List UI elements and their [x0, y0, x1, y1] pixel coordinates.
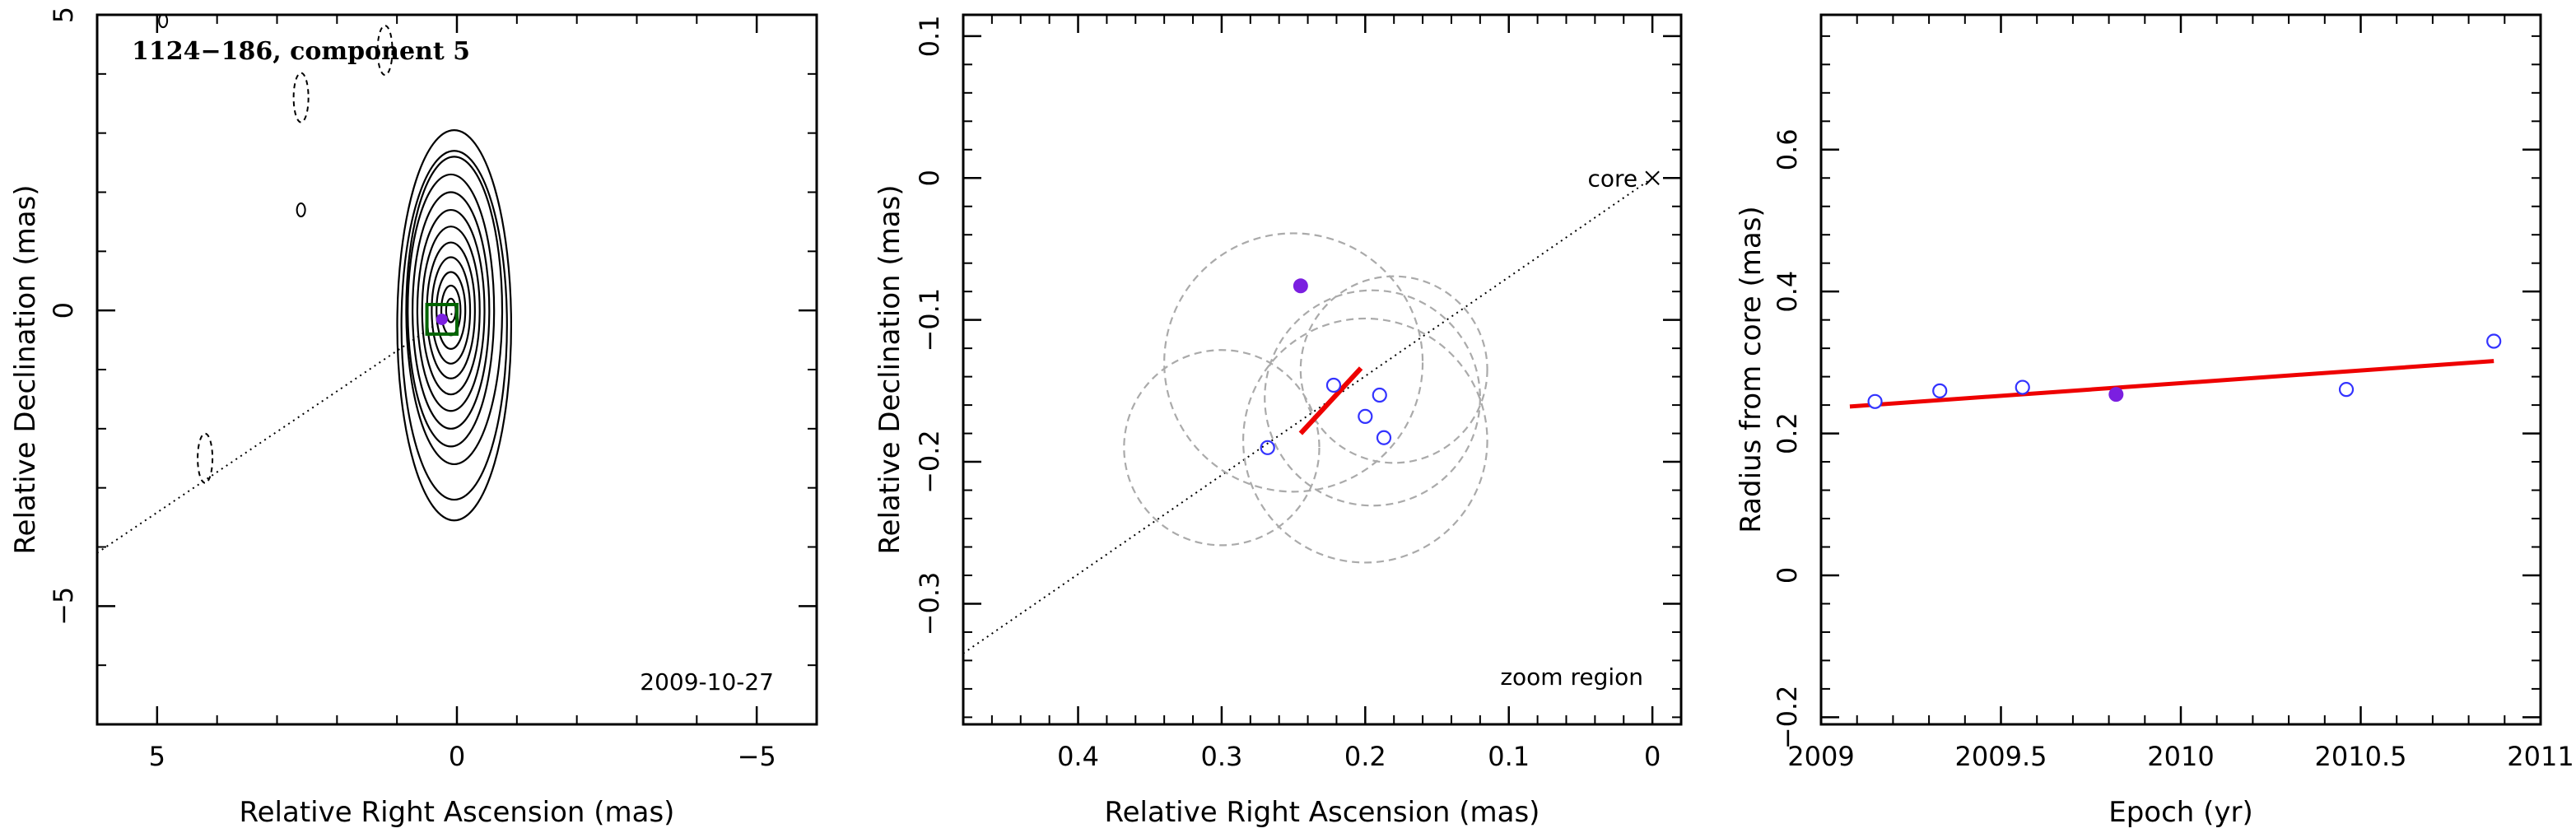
y-axis-title: Relative Declination (mas) [873, 184, 906, 554]
fit-line [1298, 366, 1363, 435]
data-point [1260, 440, 1275, 455]
y-tick-label: −0.2 [1772, 686, 1803, 750]
data-point [1325, 377, 1342, 393]
x-tick-label: 0.4 [1057, 741, 1099, 772]
data-point [1358, 408, 1373, 424]
error-circle [1163, 232, 1424, 493]
x-tick-label: 0.1 [1488, 741, 1530, 772]
contour-level [400, 150, 508, 501]
data-point [1932, 383, 1948, 398]
date-label: 2009-10-27 [640, 668, 774, 696]
data-point [2338, 382, 2355, 398]
small-contour [158, 15, 169, 29]
axis-ticks: 5 0 −5 5 0 −5 [48, 7, 817, 772]
contour-map-panel: 5 0 −5 5 0 −5 1124−186, component 5 2009-10-2… [9, 7, 818, 829]
map-title: 1124−186, component 5 [132, 37, 470, 66]
x-tick-label: 0 [449, 741, 465, 772]
contour-level [431, 256, 472, 365]
x-axis-title: Relative Right Ascension (mas) [1105, 796, 1540, 829]
y-tick-label: −0.1 [914, 288, 945, 352]
highlighted-point [1293, 278, 1308, 294]
zoom-plot-area [963, 177, 1653, 654]
x-tick-label: 2009.5 [1955, 741, 2047, 772]
zoom-region-label: zoom region [1500, 663, 1643, 691]
y-tick-label: −0.2 [914, 430, 945, 494]
component-marker [436, 313, 448, 325]
negative-contour [197, 432, 214, 484]
x-tick-label: 2010.5 [2315, 741, 2407, 772]
x-axis-title: Epoch (yr) [2108, 796, 2253, 829]
y-tick-label: 0 [914, 170, 945, 186]
axis-ticks: 0.4 0.3 0.2 0.1 0 0.1 0 −0.1 −0.2 −0.3 [914, 15, 1681, 772]
y-tick-label: 0.4 [1772, 271, 1803, 313]
error-circle [1241, 317, 1488, 564]
y-axis-title: Relative Declination (mas) [9, 184, 42, 554]
y-tick-label: 0.2 [1772, 412, 1803, 454]
y-tick-label: 5 [48, 7, 79, 23]
contour-level [421, 226, 481, 396]
x-tick-label: 2011 [2507, 741, 2574, 772]
x-tick-label: 0.3 [1200, 741, 1242, 772]
contour-level [436, 271, 467, 350]
error-circle [1123, 349, 1321, 547]
contour-level [412, 191, 491, 430]
x-axis-title: Relative Right Ascension (mas) [240, 796, 675, 829]
core-label: core [1587, 165, 1637, 192]
zoom-region-panel: 0.4 0.3 0.2 0.1 0 0.1 0 −0.1 −0.2 −0.3 zoom regio… [873, 13, 1683, 829]
highlighted-point [2108, 387, 2124, 403]
plot-frame [1819, 13, 2542, 726]
jet-axis-line [97, 309, 458, 554]
x-tick-label: 2009 [1787, 741, 1854, 772]
fit-line [1849, 359, 2494, 409]
data-point [2015, 379, 2030, 395]
core-marker [1645, 170, 1660, 185]
y-tick-label: 0 [48, 302, 79, 319]
contour-level [426, 241, 476, 379]
x-tick-label: 0 [1644, 741, 1661, 772]
x-tick-label: −5 [738, 741, 776, 772]
radius-plot-area [1849, 333, 2502, 409]
contour-level [416, 208, 486, 412]
negative-contour [292, 72, 310, 123]
y-tick-label: −0.3 [914, 572, 945, 636]
error-circle [1264, 289, 1481, 507]
y-tick-label: −5 [48, 587, 79, 626]
y-tick-label: 0 [1772, 567, 1803, 584]
radius-vs-epoch-panel: 2009 2009.5 2010 2010.5 2011 −0.2 0 0.2 0.4 0.6 E… [1735, 13, 2574, 829]
jet-axis-line [963, 177, 1653, 654]
negative-contour [376, 25, 394, 77]
contour-level [407, 173, 496, 448]
y-tick-label: 0.6 [1772, 128, 1803, 170]
axis-ticks: 2009 2009.5 2010 2010.5 2011 −0.2 0 0.2 0.4 0.6 [1772, 15, 2574, 772]
x-tick-label: 0.2 [1344, 741, 1386, 772]
data-point [1376, 430, 1392, 445]
component-box [425, 302, 459, 336]
data-point [1372, 387, 1387, 403]
small-contour [296, 202, 306, 218]
plot-frame [962, 13, 1683, 726]
y-axis-title: Radius from core (mas) [1735, 206, 1768, 533]
x-tick-label: 2010 [2147, 741, 2214, 772]
data-point [2486, 333, 2502, 349]
y-tick-label: 0.1 [914, 15, 945, 57]
data-point [1867, 393, 1883, 409]
contour-level [405, 156, 504, 466]
plot-frame [95, 13, 818, 726]
x-tick-label: 5 [149, 741, 165, 772]
error-circle [1299, 275, 1488, 464]
contour-level [396, 129, 513, 522]
contour-plot-area [97, 15, 513, 554]
